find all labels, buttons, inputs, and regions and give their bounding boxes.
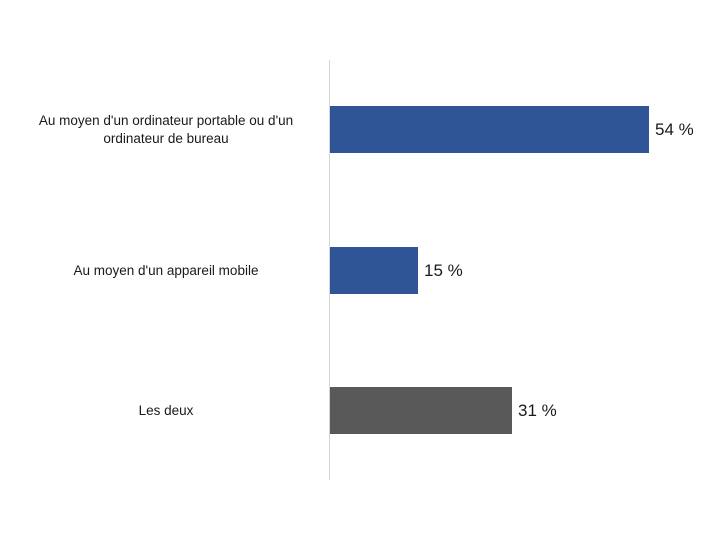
- bar-both: [330, 387, 512, 434]
- category-label-line: ordinateur de bureau: [103, 131, 229, 146]
- value-label-both: 31 %: [518, 401, 557, 420]
- value-label-mobile: 15 %: [424, 261, 463, 280]
- category-label-mobile: Au moyen d'un appareil mobile: [73, 263, 259, 278]
- value-label-computer: 54 %: [655, 120, 694, 139]
- bar-mobile: [330, 247, 418, 294]
- bar-computer: [330, 106, 649, 153]
- category-label-computer: Au moyen d'un ordinateur portable ou d'u…: [16, 112, 316, 148]
- category-axis-line: [329, 60, 330, 480]
- category-label-line: Au moyen d'un ordinateur portable ou d'u…: [38, 113, 294, 128]
- category-label-both: Les deux: [138, 403, 194, 418]
